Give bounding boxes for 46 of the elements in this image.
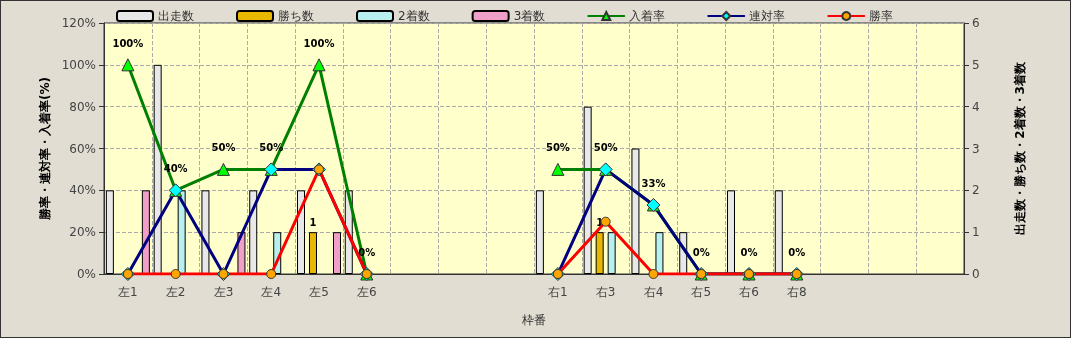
y2-tick-label: 1 (972, 225, 980, 240)
y2-tick-label: 2 (972, 183, 980, 198)
data-label: 33% (641, 177, 666, 189)
data-label: 0% (788, 247, 806, 258)
x-axis-title: 枠番 (521, 313, 546, 327)
x-tick-label: 左4 (261, 285, 282, 299)
y-tick-label: 40% (69, 183, 96, 198)
data-label: 1 (309, 216, 317, 228)
y-axis-title: 勝率・連対率・入着率(%) (37, 77, 52, 221)
y-tick-label: 100% (61, 57, 96, 72)
x-tick-label: 左3 (213, 285, 234, 299)
legend-label: 出走数 (158, 9, 194, 23)
x-tick-label: 右5 (691, 285, 712, 299)
x-tick-label: 右1 (548, 285, 568, 299)
data-label: 0% (740, 247, 758, 258)
legend-label: 入着率 (629, 9, 666, 23)
x-tick-label: 左1 (118, 285, 138, 299)
x-tick-label: 左6 (356, 285, 377, 299)
legend-label: 3着数 (513, 9, 546, 23)
y2-tick-label: 3 (972, 141, 980, 156)
y-tick-label: 80% (69, 99, 96, 114)
legend-label: 連対率 (749, 9, 786, 23)
x-tick-label: 右4 (643, 285, 664, 299)
x-tick-label: 右3 (595, 285, 616, 299)
y-tick-label: 120% (61, 16, 96, 30)
y2-tick-label: 0 (972, 267, 980, 281)
x-tick-label: 左5 (309, 285, 329, 299)
x-tick-label: 左2 (165, 285, 186, 299)
data-label: 0% (692, 247, 710, 258)
data-label: 50% (545, 142, 570, 154)
data-label: 50% (211, 142, 236, 154)
y2-tick-label: 6 (972, 16, 980, 30)
y-tick-label: 60% (69, 141, 96, 156)
data-label: 50% (593, 142, 618, 154)
data-label: 100% (112, 37, 144, 49)
x-tick-label: 右6 (739, 285, 759, 299)
y2-tick-label: 5 (972, 57, 980, 72)
y-tick-label: 0% (76, 267, 96, 281)
y2-tick-label: 4 (972, 99, 980, 114)
legend-label: 勝ち数 (278, 9, 314, 23)
y-tick-label: 20% (69, 225, 96, 240)
legend-label: 2着数 (398, 9, 430, 23)
legend-label: 勝率 (869, 9, 894, 23)
y2-axis-title: 出走数・勝ち数・2着数・3着数 (1013, 61, 1027, 235)
data-label: 100% (303, 37, 335, 49)
x-tick-label: 右8 (786, 285, 807, 299)
